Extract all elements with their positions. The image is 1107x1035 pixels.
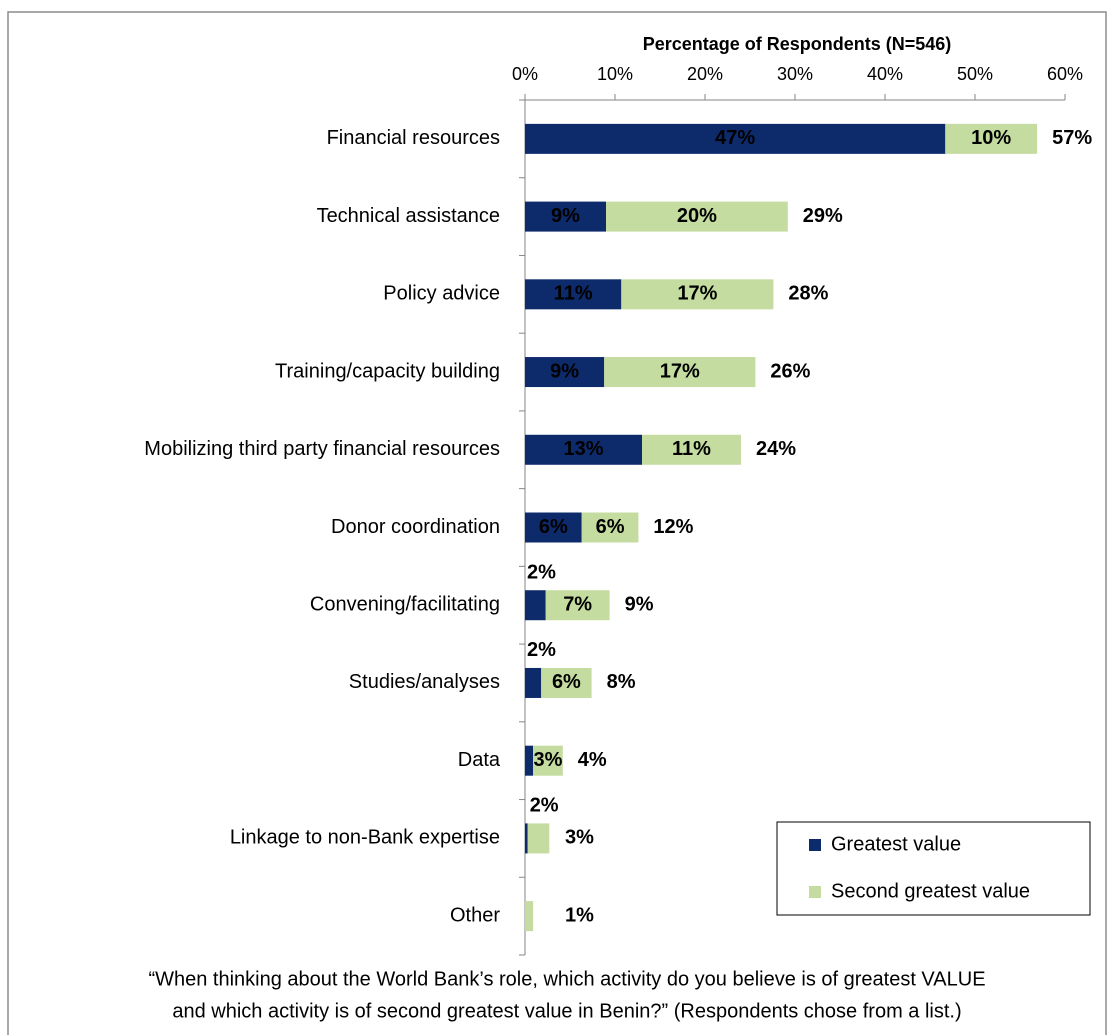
y-tick-label: Financial resources <box>327 127 500 149</box>
bar-segment <box>527 823 550 854</box>
total-label: 12% <box>653 516 693 538</box>
total-label: 3% <box>565 827 594 849</box>
data-label: 10% <box>971 127 1011 149</box>
legend-box <box>776 821 1091 916</box>
data-label: 17% <box>660 360 700 382</box>
x-tick-label: 30% <box>777 64 813 84</box>
x-tick-label: 20% <box>687 64 723 84</box>
data-label: 47% <box>715 127 755 149</box>
bar-segment <box>525 201 606 232</box>
y-tick-label: Training/capacity building <box>275 360 500 382</box>
bar-segment <box>525 434 642 465</box>
bar-segment <box>525 745 534 776</box>
data-label: 6% <box>539 516 568 538</box>
y-tick-label: Policy advice <box>383 283 500 305</box>
bar-segment <box>525 123 946 154</box>
bar-segment <box>525 823 528 854</box>
x-tick-label: 60% <box>1047 64 1083 84</box>
y-tick-label: Technical assistance <box>317 205 500 227</box>
bar-segment <box>945 123 1038 154</box>
legend-swatch <box>809 839 821 851</box>
total-label: 28% <box>788 283 828 305</box>
caption: “When thinking about the World Bank’s ro… <box>148 968 985 990</box>
total-label: 1% <box>565 904 594 926</box>
bar-segment <box>525 357 605 388</box>
bar-segment <box>525 279 622 310</box>
bar-segment <box>525 512 582 543</box>
legend-label: Second greatest value <box>831 880 1030 902</box>
x-tick-label: 0% <box>512 64 538 84</box>
data-label: 20% <box>677 205 717 227</box>
bar-segment <box>525 901 534 932</box>
data-label: 6% <box>552 671 581 693</box>
total-label: 57% <box>1052 127 1092 149</box>
x-tick-label: 50% <box>957 64 993 84</box>
data-label: 9% <box>550 360 579 382</box>
data-label: 7% <box>563 594 592 616</box>
data-label: 13% <box>563 438 603 460</box>
data-label: 2% <box>527 639 556 661</box>
y-tick-label: Donor coordination <box>331 516 500 538</box>
data-label: 11% <box>672 438 711 460</box>
data-label: 3% <box>533 749 562 771</box>
y-tick-label: Convening/facilitating <box>310 594 500 616</box>
total-label: 26% <box>770 360 810 382</box>
x-tick-label: 10% <box>597 64 633 84</box>
data-label: 2% <box>527 562 556 584</box>
total-label: 29% <box>803 205 843 227</box>
data-label: 6% <box>596 516 625 538</box>
y-tick-label: Other <box>450 904 500 926</box>
bar-segment <box>621 279 774 310</box>
bar-segment <box>525 667 542 698</box>
bar-segment <box>533 745 563 776</box>
x-tick-label: 40% <box>867 64 903 84</box>
data-label: 9% <box>551 205 580 227</box>
bar-segment <box>642 434 741 465</box>
data-label: 11% <box>554 283 593 305</box>
y-tick-label: Data <box>458 749 501 771</box>
y-tick-label: Studies/analyses <box>349 671 500 693</box>
bar-segment <box>541 667 592 698</box>
data-label: 17% <box>677 283 717 305</box>
total-label: 9% <box>625 594 654 616</box>
bar-segment <box>604 357 756 388</box>
legend-label: Greatest value <box>831 833 961 855</box>
bar-segment <box>606 201 788 232</box>
total-label: 4% <box>578 749 607 771</box>
data-label: 2% <box>530 795 559 817</box>
caption: and which activity is of second greatest… <box>172 1000 961 1022</box>
total-label: 24% <box>756 438 796 460</box>
bar-segment <box>525 590 546 621</box>
bar-segment <box>545 590 610 621</box>
total-label: 8% <box>607 671 636 693</box>
legend-swatch <box>809 886 821 898</box>
axis-title: Percentage of Respondents (N=546) <box>643 34 952 54</box>
y-tick-label: Mobilizing third party financial resourc… <box>144 438 500 460</box>
bar-segment <box>581 512 639 543</box>
y-tick-label: Linkage to non-Bank expertise <box>230 827 500 849</box>
